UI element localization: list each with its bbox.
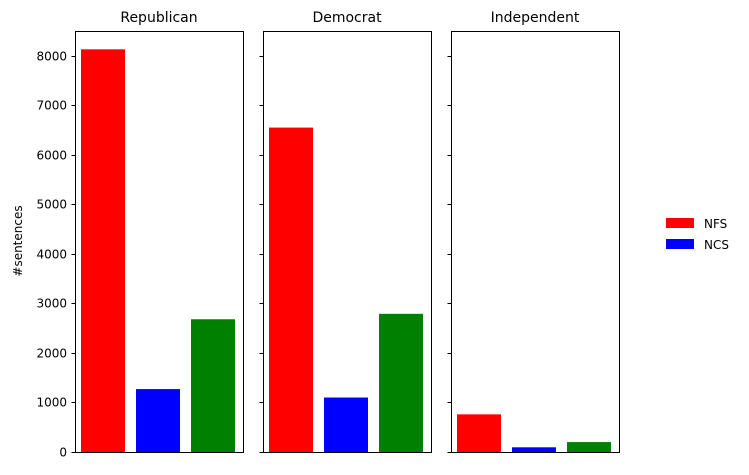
bar-democrat-0 <box>269 127 313 453</box>
panel-title: Independent <box>491 10 580 26</box>
panel-frame <box>451 31 620 453</box>
legend-swatch <box>666 218 694 228</box>
y-tick-label: 8000 <box>36 50 67 64</box>
panel-republican: 0 1000 2000 3000 4000 5000 6000 7000 8000 Republi… <box>36 10 244 460</box>
panel-democrat: Democrat <box>259 10 432 453</box>
y-tick-label: 5000 <box>36 198 67 212</box>
panel-title: Democrat <box>312 10 382 26</box>
legend: NFS NCS <box>666 217 729 252</box>
bar-independent-0 <box>457 414 501 452</box>
y-tick-label: 3000 <box>36 297 67 311</box>
y-tick-label: 2000 <box>36 347 67 361</box>
legend-label: NFS <box>704 217 727 231</box>
bar-independent-2 <box>567 442 611 452</box>
y-tick-label: 7000 <box>36 99 67 113</box>
bar-independent-1 <box>512 447 556 452</box>
y-tick-label: 4000 <box>36 248 67 262</box>
panel-title: Republican <box>120 10 197 26</box>
bar-republican-0 <box>81 49 125 453</box>
bar-republican-1 <box>136 389 180 452</box>
legend-swatch <box>666 239 694 249</box>
y-tick-label: 0 <box>59 446 67 460</box>
bar-republican-2 <box>191 319 235 452</box>
panel-frame <box>263 31 432 453</box>
panel-frame <box>75 31 244 453</box>
y-axis-label: #sentences <box>11 205 25 276</box>
panel-independent: Independent <box>447 10 620 453</box>
panels-layer: 0 1000 2000 3000 4000 5000 6000 7000 8000 Republi… <box>36 10 620 460</box>
bar-democrat-1 <box>324 397 368 452</box>
legend-label: NCS <box>704 238 729 252</box>
y-tick-label: 6000 <box>36 149 67 163</box>
y-tick-label: 1000 <box>36 396 67 410</box>
bar-democrat-2 <box>379 313 423 452</box>
